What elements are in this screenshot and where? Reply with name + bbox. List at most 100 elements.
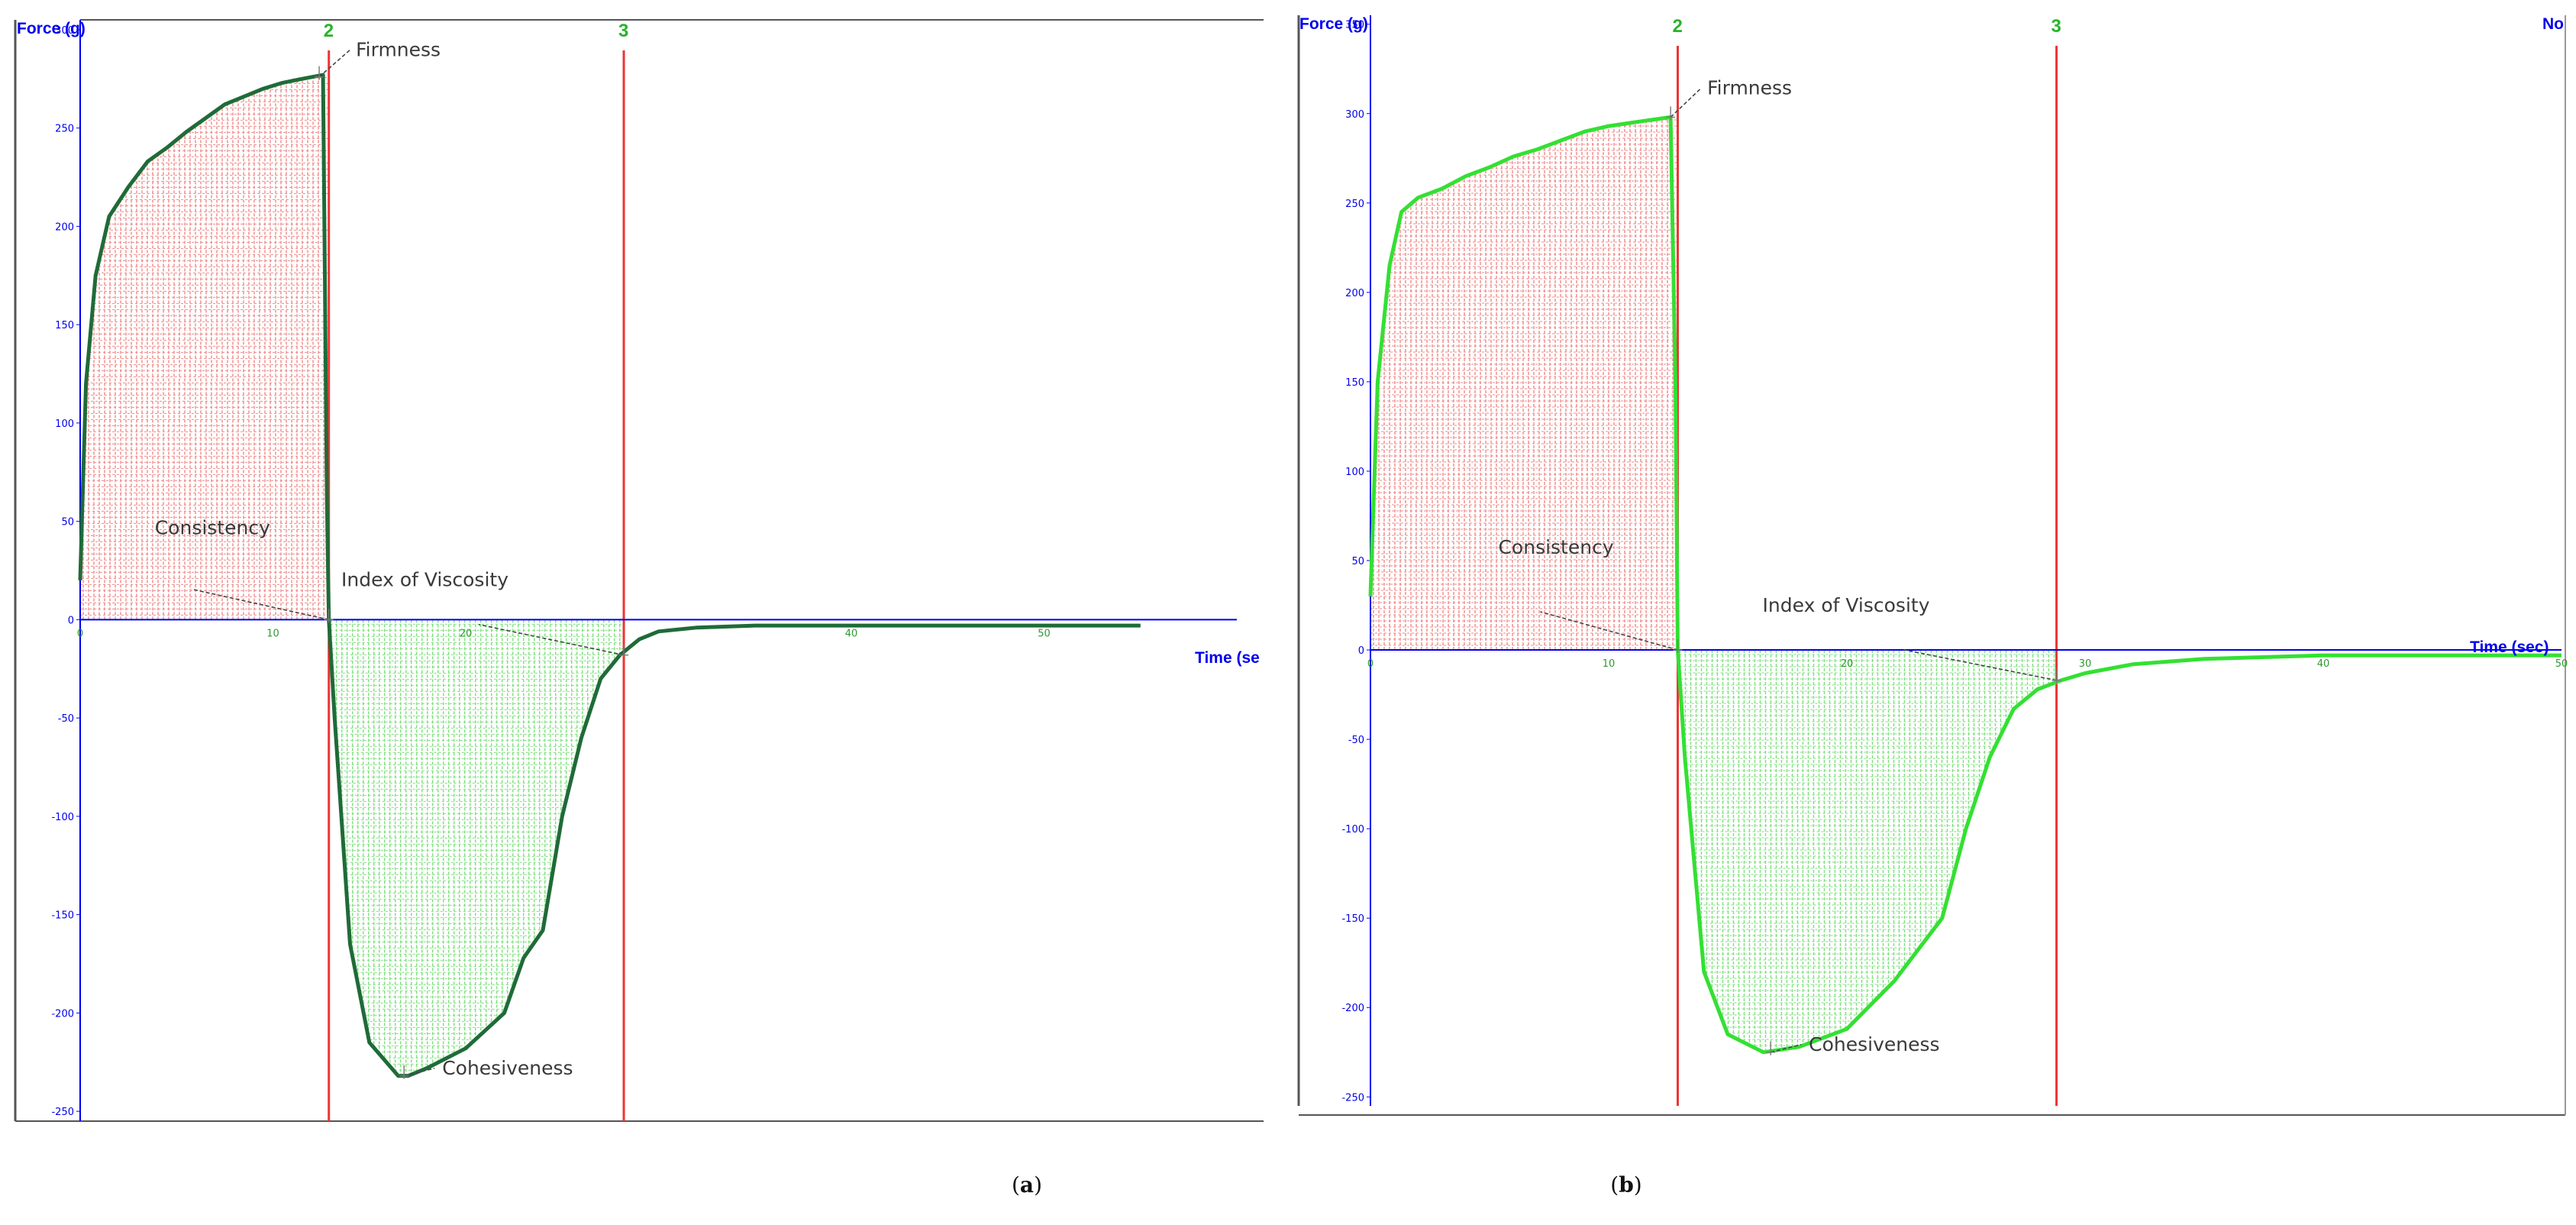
y-tick-label: 100 — [1345, 467, 1364, 478]
annotation-cohesiveness: Cohesiveness — [1766, 1033, 1940, 1055]
caption-b-close: ) — [1633, 1172, 1642, 1198]
caption-a-letter: a — [1019, 1172, 1035, 1198]
annotation-label: Firmness — [356, 39, 441, 61]
y-tick-label: 0 — [68, 615, 74, 626]
annotation-pin-icon — [399, 1065, 409, 1079]
annotation-leader — [478, 623, 625, 656]
y-tick-label: -150 — [1341, 913, 1364, 925]
annotation-layer: Firmness Consistency Index of Viscosity Coh… — [1498, 76, 2061, 1055]
annotation-leader — [191, 588, 329, 621]
y-tick-label: 350 — [1345, 20, 1364, 31]
annotation-pin-icon — [1766, 1041, 1776, 1055]
y-tick-labels: 350 300 250 200 150 100 50 0 -50 -100 -150 -200 -250 — [1341, 20, 1370, 1104]
x-tick-label: 30 — [2079, 658, 2092, 670]
annotation-pin-icon — [2051, 669, 2061, 684]
x-tick-label: 50 — [1038, 628, 1051, 639]
annotation-label: Cohesiveness — [1809, 1033, 1939, 1055]
positive-area-hatch — [1370, 118, 1678, 651]
annotation-consistency: Consistency — [1498, 536, 1683, 654]
y-tick-label: -50 — [58, 713, 74, 725]
x-tick-label: 10 — [1603, 658, 1616, 670]
annotation-pin-icon — [324, 609, 334, 623]
annotation-label: Consistency — [1498, 536, 1613, 558]
annotation-consistency: Consistency — [155, 516, 334, 623]
annotation-label: Cohesiveness — [442, 1057, 573, 1079]
y-tick-label: -100 — [1341, 824, 1364, 836]
y-tick-label: -150 — [51, 910, 74, 922]
y-tick-label: -250 — [1341, 1092, 1364, 1104]
y-tick-label: 150 — [1345, 377, 1364, 389]
annotation-pin-icon — [619, 644, 629, 658]
x-tick-label: 10 — [266, 628, 279, 639]
x-tick-label: 0 — [1367, 658, 1374, 670]
annotation-label: Consistency — [155, 516, 270, 538]
y-tick-label: -250 — [51, 1107, 74, 1118]
y-axis-title: Force (g) — [1299, 15, 1368, 33]
annotation-index-of-viscosity: Index of Viscosity — [341, 569, 629, 658]
y-tick-label: 250 — [1345, 199, 1364, 210]
y-axis-title: Force (g) — [17, 20, 86, 37]
x-axis-title: Time (sec) — [2470, 638, 2549, 656]
annotation-pin-icon — [315, 66, 324, 80]
y-tick-label: 200 — [1345, 288, 1364, 299]
annotation-label: Firmness — [1707, 76, 1792, 99]
x-tick-label: 40 — [845, 628, 858, 639]
y-tick-labels: 300 250 200 150 100 50 0 -50 -100 -150 -200 -250 — [51, 25, 80, 1118]
y-tick-label: 300 — [55, 25, 74, 37]
caption-b-letter: b — [1619, 1172, 1634, 1198]
y-tick-label: -50 — [1348, 735, 1364, 746]
y-tick-label: 0 — [1358, 645, 1364, 657]
y-tick-label: 50 — [61, 517, 74, 528]
caption-a-close: ) — [1034, 1172, 1043, 1198]
y-tick-label: 50 — [1351, 556, 1364, 567]
x-axis-title: Time (se — [1195, 649, 1260, 667]
annotation-leader — [318, 50, 350, 78]
annotation-layer: Firmness Consistency Index of Viscosity Coh… — [155, 39, 629, 1079]
annotation-label: Index of Viscosity — [1763, 594, 1930, 616]
x-tick-label: 20 — [460, 628, 473, 639]
force-curve-b — [1368, 115, 2561, 1055]
y-tick-label: 200 — [55, 221, 74, 233]
x-tick-label: 20 — [1841, 658, 1854, 670]
annotation-leader — [404, 1067, 435, 1077]
marker-label-3: 3 — [618, 21, 628, 41]
caption-a-open: ( — [1011, 1172, 1020, 1198]
x-tick-label: 40 — [2317, 658, 2330, 670]
force-curve-a — [78, 73, 1141, 1078]
annotation-index-of-viscosity: Index of Viscosity — [1763, 594, 2061, 684]
y-tick-label: 100 — [55, 419, 74, 430]
positive-area-hatch — [80, 76, 329, 620]
x-tick-labels: 0 10 20 40 50 — [77, 628, 1051, 639]
annotation-leader — [1903, 649, 2057, 681]
annotation-firmness: Firmness — [1666, 76, 1792, 121]
y-tick-label: 300 — [1345, 109, 1364, 121]
annotation-firmness: Firmness — [315, 39, 441, 80]
corner-label: No — [2542, 15, 2564, 33]
x-tick-label: 50 — [2555, 658, 2568, 670]
annotation-cohesiveness: Cohesiveness — [399, 1057, 573, 1079]
marker-label-2: 2 — [1672, 16, 1682, 37]
caption-b-open: ( — [1610, 1172, 1619, 1198]
y-tick-label: -200 — [1341, 1003, 1364, 1014]
x-tick-labels: 0 10 20 30 40 50 — [1367, 658, 2568, 670]
negative-area-hatch — [1679, 650, 2057, 1052]
y-tick-label: -200 — [51, 1008, 74, 1020]
annotation-pin-icon — [1673, 639, 1683, 654]
annotation-label: Index of Viscosity — [341, 569, 508, 591]
annotation-leader — [1770, 1043, 1802, 1053]
hatch-layer — [1370, 118, 2057, 1052]
x-tick-label: 0 — [77, 628, 83, 639]
annotation-pin-icon — [1666, 106, 1676, 121]
y-tick-label: 250 — [55, 124, 74, 135]
annotation-leader — [1540, 611, 1678, 651]
hatch-layer — [80, 76, 624, 1076]
y-tick-label: -100 — [51, 812, 74, 823]
axis-layer — [79, 20, 1237, 1121]
y-tick-label: 150 — [55, 320, 74, 331]
marker-label-3: 3 — [2051, 16, 2061, 37]
annotation-leader — [1670, 87, 1702, 118]
caption-a: (a) — [996, 1172, 1057, 1198]
